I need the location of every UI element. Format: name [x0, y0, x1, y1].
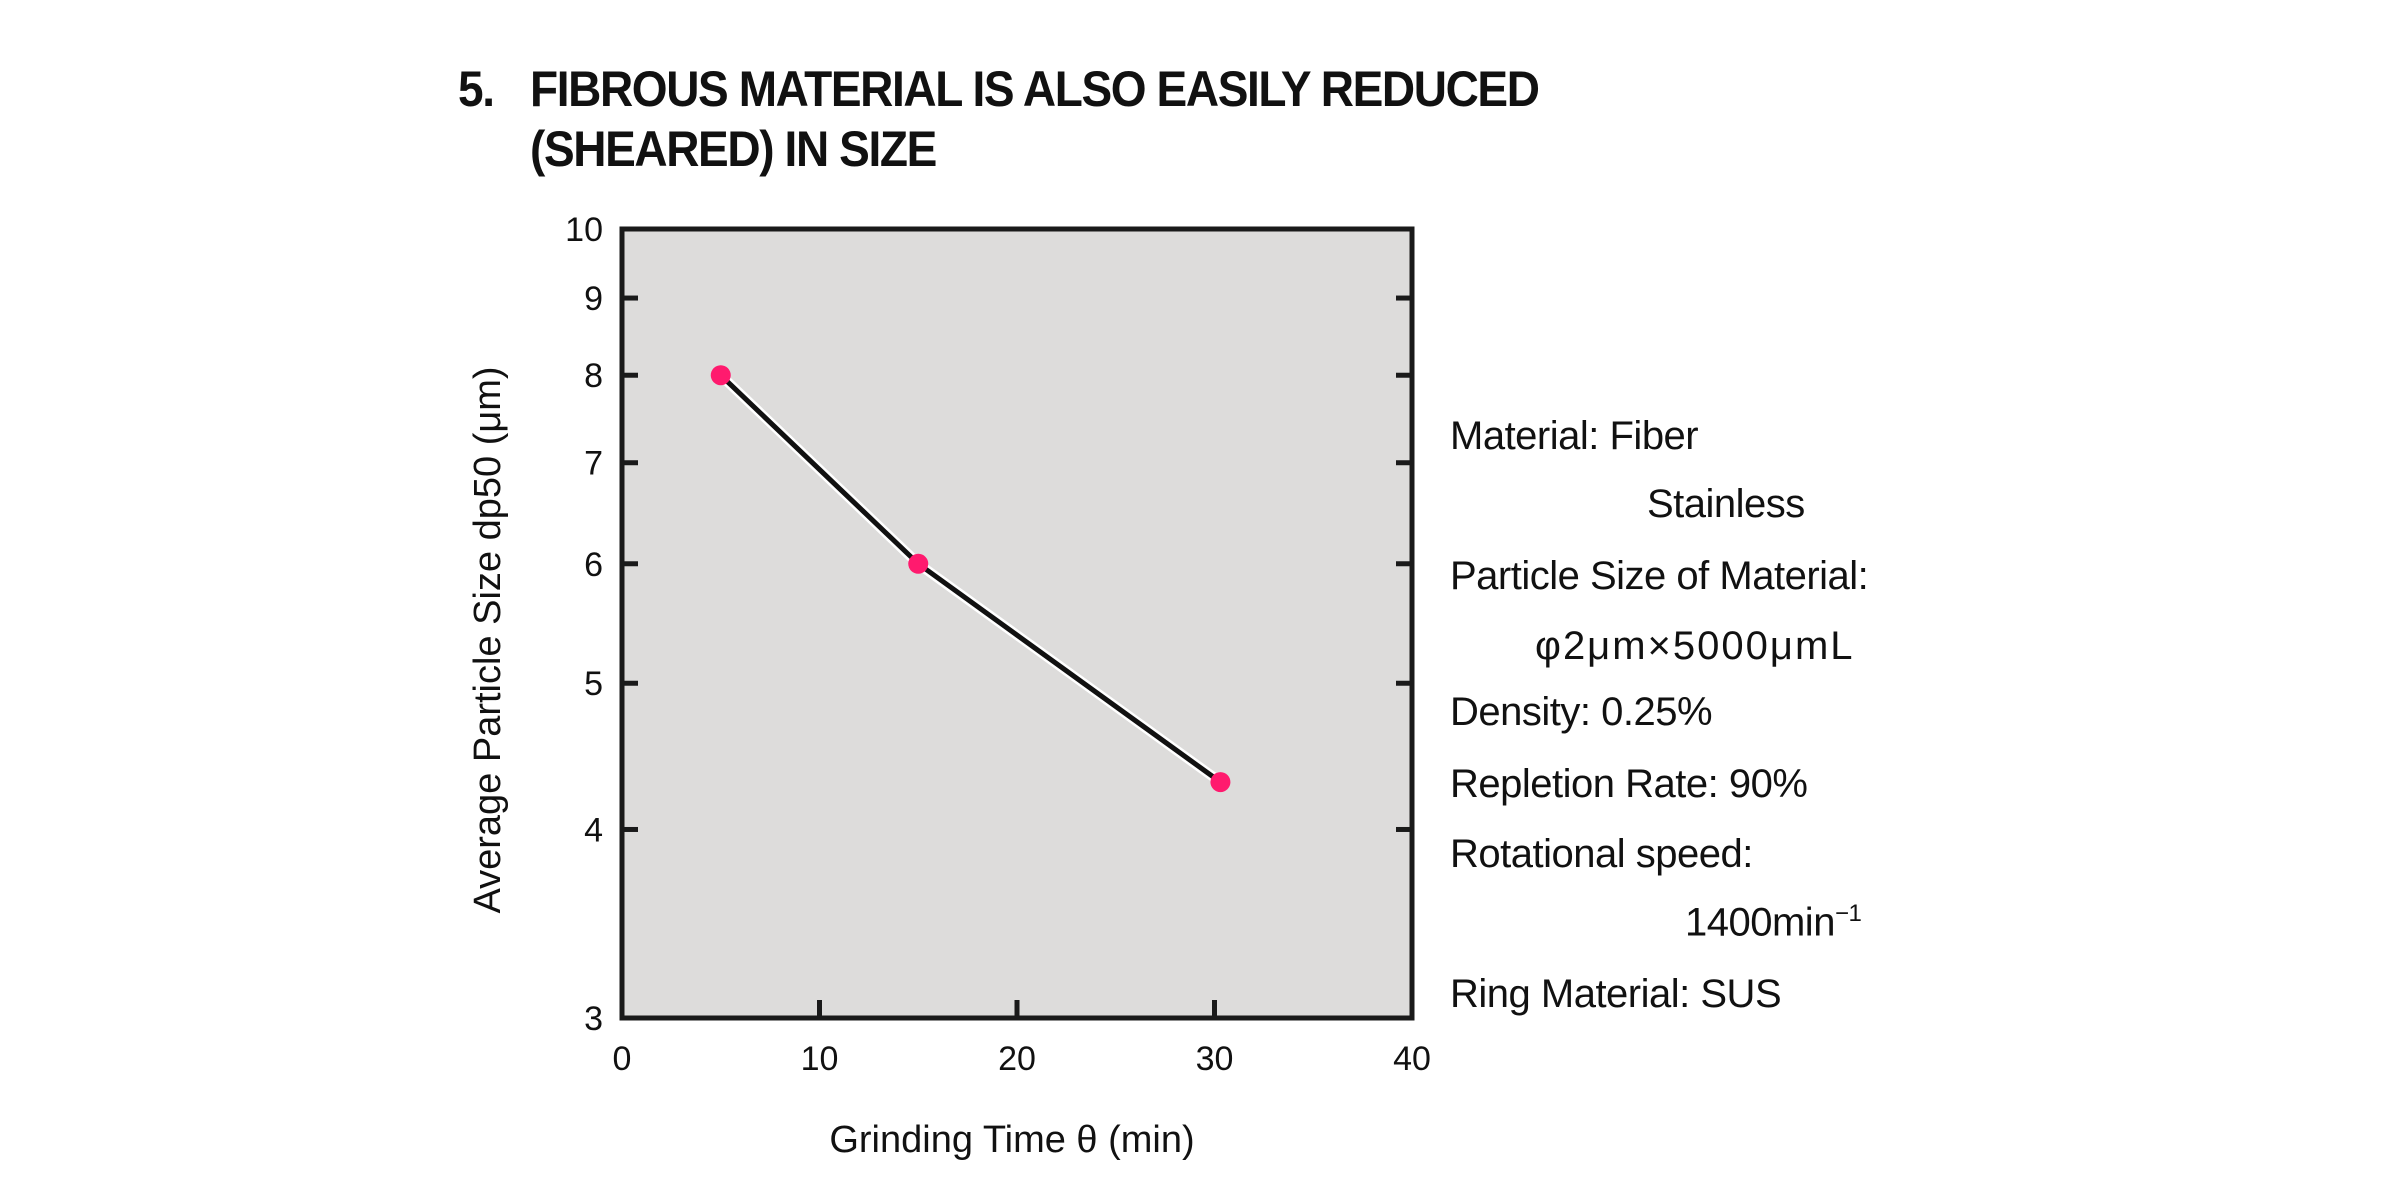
- chart-title-line1: FIBROUS MATERIAL IS ALSO EASILY REDUCED: [530, 61, 1540, 117]
- y-tick-label: 6: [584, 546, 603, 584]
- y-tick-label: 3: [584, 1000, 603, 1038]
- x-tick-label: 40: [1393, 1040, 1431, 1078]
- x-tick-label: 10: [801, 1040, 839, 1078]
- y-tick-label: 5: [584, 665, 603, 703]
- data-point: [710, 365, 731, 386]
- condition-rotational-speed-value: 1400min−1: [1685, 900, 1862, 945]
- x-tick-label: 30: [1196, 1040, 1234, 1078]
- condition-material-cont: Stainless: [1647, 482, 1805, 526]
- y-tick-label: 9: [584, 280, 603, 318]
- condition-rotational-speed-label: Rotational speed:: [1450, 832, 1753, 876]
- plot-area: [619, 226, 1415, 1021]
- condition-density: Density: 0.25%: [1450, 690, 1713, 734]
- y-tick-label: 7: [584, 445, 603, 483]
- x-axis-label: Grinding Time θ (min): [829, 1119, 1194, 1161]
- rotational-speed-exponent: −1: [1834, 900, 1862, 927]
- chart-title-number: 5.: [458, 61, 495, 117]
- chart-title-line2: (SHEARED) IN SIZE: [530, 121, 937, 177]
- condition-ring-material: Ring Material: SUS: [1450, 972, 1782, 1016]
- rotational-speed-number: 1400min: [1685, 900, 1835, 945]
- condition-particle-size-label: Particle Size of Material:: [1450, 554, 1869, 598]
- y-axis-label: Average Particle Size dp50 (μm): [467, 366, 509, 913]
- y-tick-label: 4: [584, 811, 603, 849]
- data-point: [908, 553, 929, 574]
- condition-repletion-rate: Repletion Rate: 90%: [1450, 762, 1808, 806]
- condition-material: Material: Fiber: [1450, 414, 1699, 458]
- y-tick-label: 8: [584, 357, 603, 395]
- x-tick-label: 0: [613, 1040, 632, 1078]
- y-tick-label: 10: [565, 211, 603, 249]
- x-tick-label: 20: [998, 1040, 1036, 1078]
- data-point: [1210, 772, 1231, 793]
- condition-particle-size-value: φ2μm×5000μmL: [1535, 624, 1855, 668]
